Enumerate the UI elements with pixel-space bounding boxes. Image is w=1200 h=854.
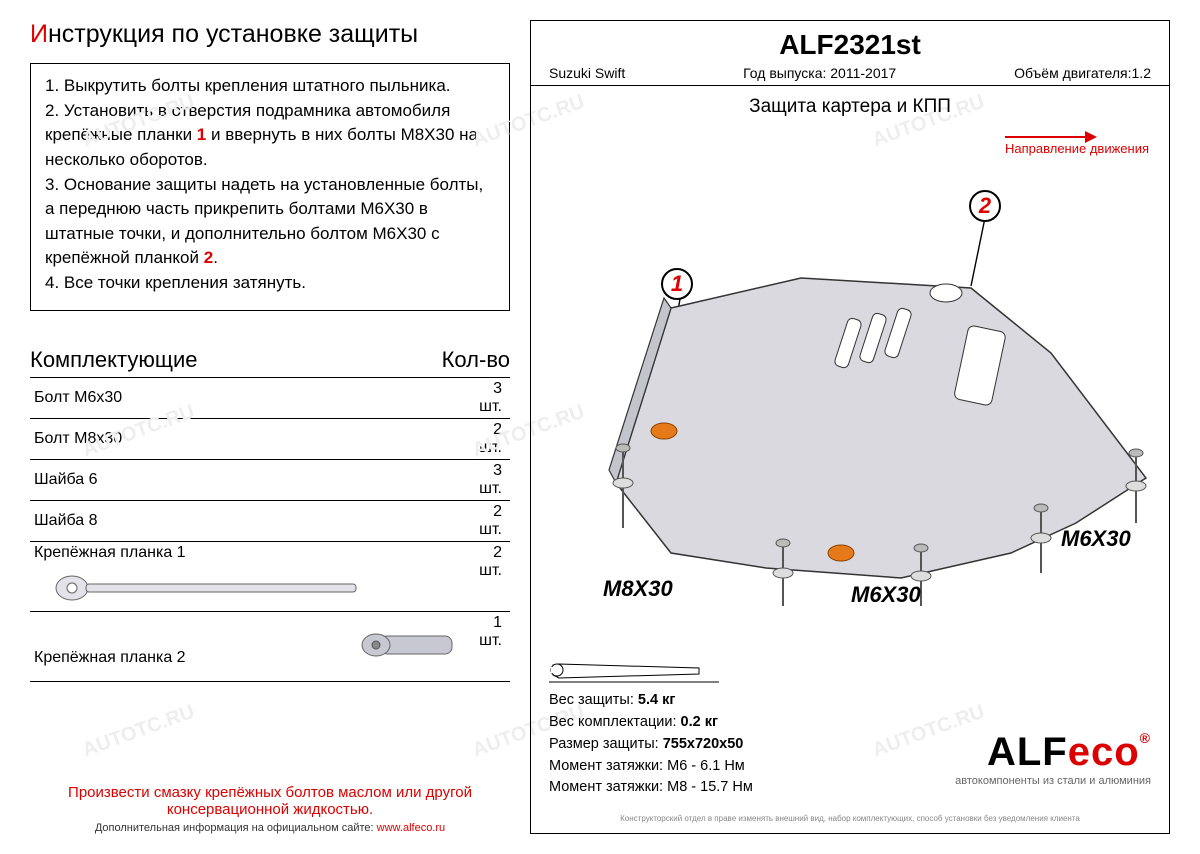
- spec-value: М6 - 6.1 Нм: [667, 758, 745, 774]
- comp-name: Крепёжная планка 1: [34, 544, 186, 561]
- page: Инструкция по установке защиты 1. Выкрут…: [30, 20, 1170, 834]
- info-text: Дополнительная информация на официальном…: [95, 822, 377, 834]
- table-row: Болт М8х302 шт.: [30, 418, 510, 459]
- meta-engine-label: Объём двигателя:: [1014, 65, 1131, 81]
- instruction-step-3: 3. Основание защиты надеть на установлен…: [45, 173, 495, 272]
- spec-label: Момент затяжки:: [549, 779, 667, 795]
- comp-qty: 3 шт.: [467, 378, 510, 419]
- spec-value: 755x720x50: [663, 736, 744, 752]
- logo-subtitle: автокомпоненты из стали и алюминия: [955, 775, 1151, 787]
- meta-car: Suzuki Swift: [549, 65, 625, 81]
- bolt-label-m6x30-a: M6X30: [851, 582, 921, 608]
- comp-name: Болт М8х30: [30, 418, 467, 459]
- spec-size: Размер защиты: 755x720x50: [549, 734, 753, 756]
- instruction-step-4: 4. Все точки крепления затянуть.: [45, 271, 495, 296]
- comp-qty: 2 шт.: [467, 500, 510, 541]
- table-row-bracket-2: Крепёжная планка 2 1 шт.: [30, 611, 510, 681]
- instruction-step-2: 2. Установить в отверстия подрамника авт…: [45, 99, 495, 173]
- comp-name: Шайба 8: [30, 500, 467, 541]
- comp-qty: 3 шт.: [467, 459, 510, 500]
- right-column: ALF2321st Suzuki Swift Год выпуска: 2011…: [530, 20, 1170, 834]
- comp-name: Болт М6х30: [30, 378, 467, 419]
- logo-text: ALFeco®: [955, 730, 1151, 775]
- bolt-label-m8x30: M8X30: [603, 576, 673, 602]
- components-table: Болт М6х303 шт. Болт М8х302 шт. Шайба 63…: [30, 378, 510, 682]
- logo-alf: ALF: [987, 730, 1068, 774]
- spec-value: 0.2 кг: [681, 714, 718, 730]
- info-url[interactable]: www.alfeco.ru: [377, 822, 445, 834]
- table-row: Болт М6х303 шт.: [30, 378, 510, 419]
- spec-value: 5.4 кг: [638, 692, 675, 708]
- info-line: Дополнительная информация на официальном…: [30, 822, 510, 834]
- callout-1: 1: [661, 268, 693, 300]
- step-ref-1: 1: [197, 125, 206, 144]
- comp-qty: 2 шт.: [467, 541, 510, 611]
- specs-block: Вес защиты: 5.4 кг Вес комплектации: 0.2…: [549, 690, 753, 799]
- comp-qty: 2 шт.: [467, 418, 510, 459]
- instruction-step-1: 1. Выкрутить болты крепления штатного пы…: [45, 74, 495, 99]
- bolt-label-m6x30-b: M6X30: [1061, 526, 1131, 552]
- meta-engine-value: 1.2: [1132, 65, 1151, 81]
- step-text: 3. Основание защиты надеть на установлен…: [45, 175, 483, 268]
- table-row-bracket-1: Крепёжная планка 1 2 шт.: [30, 541, 510, 611]
- step-ref-2: 2: [204, 248, 213, 267]
- diagram: Направление движения: [531, 128, 1169, 618]
- spec-label: Момент затяжки:: [549, 758, 667, 774]
- title-first-letter: И: [30, 20, 48, 48]
- comp-name: Крепёжная планка 2: [34, 649, 186, 666]
- meta-year-label: Год выпуска:: [743, 65, 826, 81]
- spec-label: Размер защиты:: [549, 736, 663, 752]
- instructions-box: 1. Выкрутить болты крепления штатного пы…: [30, 63, 510, 311]
- table-row: Шайба 82 шт.: [30, 500, 510, 541]
- page-title: Инструкция по установке защиты: [30, 20, 510, 49]
- product-header: ALF2321st Suzuki Swift Год выпуска: 2011…: [531, 21, 1169, 86]
- logo: ALFeco® автокомпоненты из стали и алюмин…: [955, 730, 1151, 787]
- meta-year-value: 2011-2017: [830, 65, 896, 81]
- spec-label: Вес комплектации:: [549, 714, 681, 730]
- components-header: Комплектующие Кол-во: [30, 347, 510, 378]
- meta-year: Год выпуска: 2011-2017: [743, 65, 896, 81]
- components-header-right: Кол-во: [442, 347, 510, 373]
- spec-value: М8 - 15.7 Нм: [667, 779, 753, 795]
- spec-torque-m6: Момент затяжки: М6 - 6.1 Нм: [549, 756, 753, 778]
- product-meta: Suzuki Swift Год выпуска: 2011-2017 Объё…: [549, 65, 1151, 81]
- warning-text: Произвести смазку крепёжных болтов масло…: [30, 784, 510, 818]
- wrench-icon: [549, 661, 719, 683]
- bracket-2-icon: [360, 626, 455, 662]
- spec-torque-m8: Момент затяжки: М8 - 15.7 Нм: [549, 777, 753, 799]
- product-subtitle: Защита картера и КПП: [531, 86, 1169, 128]
- comp-qty: 1 шт.: [467, 611, 510, 681]
- spec-weight: Вес защиты: 5.4 кг: [549, 690, 753, 712]
- spec-kit-weight: Вес комплектации: 0.2 кг: [549, 712, 753, 734]
- title-text: нструкция по установке защиты: [48, 20, 418, 48]
- bracket-1-icon: [54, 574, 364, 602]
- callout-2: 2: [969, 190, 1001, 222]
- step-text: .: [213, 248, 218, 267]
- product-code: ALF2321st: [549, 29, 1151, 61]
- components-header-left: Комплектующие: [30, 347, 197, 373]
- table-row: Шайба 63 шт.: [30, 459, 510, 500]
- footer-note: Конструкторский отдел в праве изменять в…: [531, 814, 1169, 823]
- meta-engine: Объём двигателя:1.2: [1014, 65, 1151, 81]
- left-column: Инструкция по установке защиты 1. Выкрут…: [30, 20, 510, 834]
- comp-name: Шайба 6: [30, 459, 467, 500]
- spec-label: Вес защиты:: [549, 692, 638, 708]
- logo-eco: eco: [1068, 730, 1140, 774]
- logo-reg: ®: [1140, 730, 1151, 746]
